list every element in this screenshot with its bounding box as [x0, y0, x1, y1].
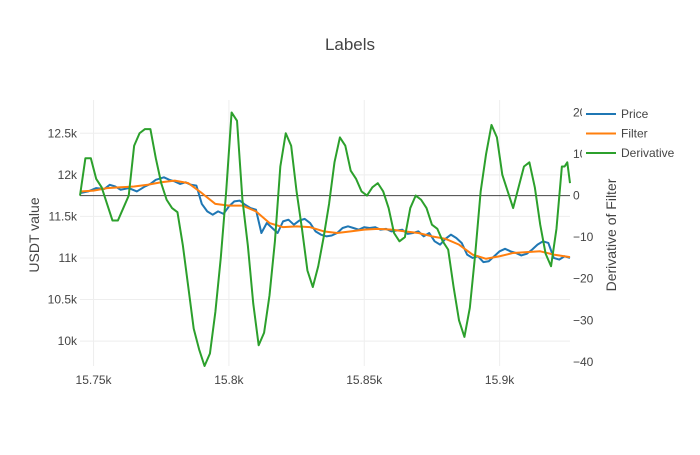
series-group	[79, 111, 571, 367]
y-tick-label: 10.5k	[48, 293, 78, 307]
x-tick-label: 15.85k	[346, 373, 383, 387]
legend-label-derivative[interactable]: Derivative	[621, 146, 675, 160]
chart-title: Labels	[325, 35, 375, 54]
y-tick-label: 12k	[58, 168, 78, 182]
x-tick-label: 15.75k	[76, 373, 113, 387]
y2-tick-label: 0	[573, 189, 580, 203]
legend-label-price[interactable]: Price	[621, 107, 649, 121]
y2-tick-label: −10	[573, 230, 594, 244]
y2-tick-label: −20	[573, 272, 594, 286]
series-line-filter[interactable]	[79, 179, 571, 260]
x-axis-ticks: 15.75k 15.8k 15.85k 15.9k	[76, 373, 516, 387]
series-line-price[interactable]	[79, 176, 571, 264]
gridlines	[80, 100, 570, 366]
y2-axis-title: Derivative of Filter	[603, 178, 619, 291]
y-tick-label: 10k	[58, 334, 78, 348]
y-axis-ticks: 10k 10.5k 11k 11.5k 12k 12.5k	[48, 126, 78, 348]
y-tick-label: 11.5k	[49, 209, 78, 223]
y-axis-title: USDT value	[26, 197, 42, 272]
legend[interactable]: Price Filter Derivative	[582, 103, 700, 163]
y-tick-label: 11k	[59, 251, 78, 265]
y2-tick-label: −30	[573, 313, 594, 327]
y-tick-label: 12.5k	[48, 126, 78, 140]
x-tick-label: 15.8k	[214, 373, 244, 387]
series-line-derivative[interactable]	[79, 111, 571, 367]
y2-tick-label: −40	[573, 355, 594, 369]
legend-label-filter[interactable]: Filter	[621, 127, 648, 141]
x-tick-label: 15.9k	[485, 373, 515, 387]
